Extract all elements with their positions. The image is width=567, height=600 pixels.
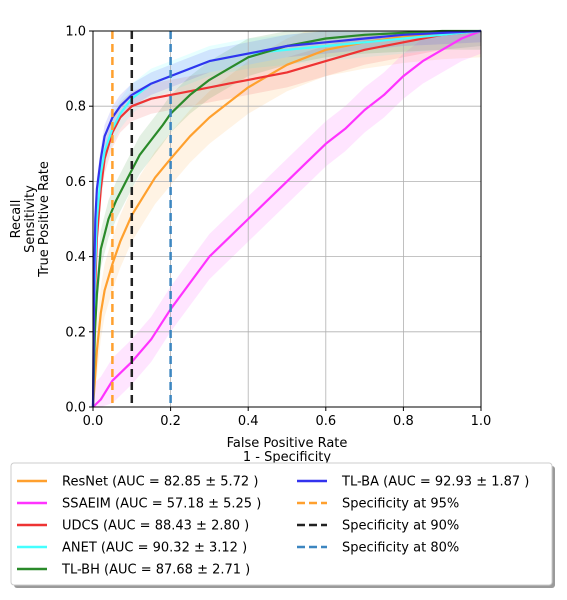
- x-tick-label-4: 0.8: [393, 414, 414, 429]
- curve-1: [92, 29, 482, 408]
- legend-label-1: SSAEIM (AUC = 57.18 ± 5.25 ): [62, 497, 261, 512]
- curve-0: [91, 29, 482, 408]
- x-label-line-0: False Positive Rate: [227, 436, 348, 451]
- legend-label-3: ANET (AUC = 90.32 ± 3.12 ): [62, 541, 247, 556]
- legend-label-4: TL-BH (AUC = 87.68 ± 2.71 ): [61, 563, 250, 578]
- y-label-line-2: True Positive Rate: [37, 161, 52, 278]
- x-label-line-1: 1 - Specificity: [243, 450, 332, 465]
- legend-label-5: TL-BA (AUC = 92.93 ± 1.87 ): [341, 475, 529, 490]
- legend-label-0: ResNet (AUC = 82.85 ± 5.72 ): [62, 475, 258, 490]
- specificity-reference-lines: [111, 31, 172, 407]
- legend-label-2: UDCS (AUC = 88.43 ± 2.80 ): [62, 519, 249, 534]
- curve-2: [91, 29, 482, 408]
- y-axis-label: Recall Sensitivity True Positive Rate: [9, 161, 52, 278]
- curve-5: [91, 29, 482, 408]
- y-label-line-0: Recall: [9, 200, 24, 239]
- y-tick-label-5: 1.0: [65, 25, 86, 40]
- legend-box: [10, 462, 553, 586]
- y-tick-label-3: 0.6: [65, 175, 86, 190]
- confidence-bands: [93, 31, 481, 407]
- y-tick-label-2: 0.4: [65, 250, 86, 265]
- y-axis-ticks: 0.0 0.2 0.4 0.6 0.8 1.0: [65, 25, 93, 416]
- curve-4: [91, 29, 481, 408]
- grid-lines: [93, 31, 481, 407]
- y-tick-label-1: 0.2: [65, 325, 86, 340]
- legend-label-8: Specificity at 80%: [342, 541, 459, 556]
- band-0: [93, 31, 481, 407]
- y-tick-label-0: 0.0: [65, 401, 86, 416]
- plot-frame: [92, 30, 482, 408]
- x-tick-label-0: 0.0: [83, 414, 104, 429]
- y-tick-label-4: 0.8: [65, 100, 86, 115]
- legend-label-7: Specificity at 90%: [342, 519, 459, 534]
- x-axis-ticks: 0.0 0.2 0.4 0.6 0.8 1.0: [83, 407, 492, 429]
- x-tick-label-1: 0.2: [160, 414, 181, 429]
- legend-label-6: Specificity at 95%: [342, 497, 459, 512]
- x-tick-label-2: 0.4: [238, 414, 259, 429]
- x-tick-label-5: 1.0: [471, 414, 492, 429]
- y-label-line-1: Sensitivity: [23, 185, 38, 253]
- legend: ResNet (AUC = 82.85 ± 5.72 ) SSAEIM (AUC …: [10, 462, 555, 588]
- x-tick-label-3: 0.6: [315, 414, 336, 429]
